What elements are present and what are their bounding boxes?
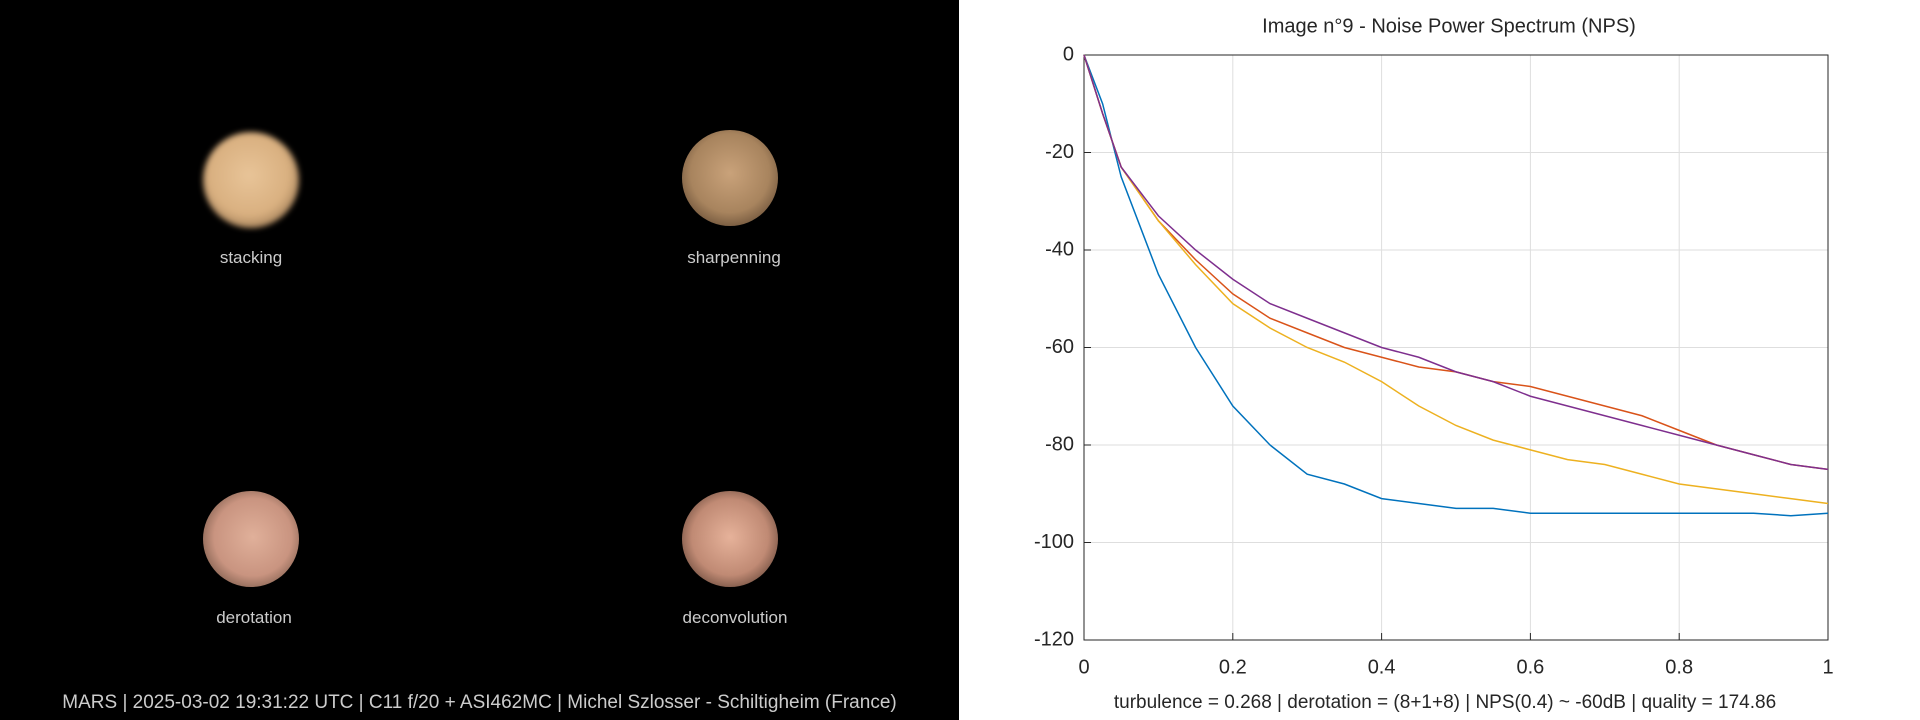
- y-tick-label: -80: [1045, 433, 1074, 455]
- panel-label: stacking: [219, 248, 283, 267]
- y-tick-label: -20: [1045, 141, 1074, 163]
- y-tick-label: -60: [1045, 336, 1074, 358]
- caption: MARS | 2025-03-02 19:31:22 UTC | C11 f/2…: [62, 692, 897, 713]
- x-tick-label: 1: [1822, 656, 1833, 678]
- x-tick-label: 0.8: [1665, 656, 1693, 678]
- planet-image: [682, 130, 778, 226]
- planet-image: [203, 491, 299, 587]
- x-tick-label: 0.2: [1219, 656, 1247, 678]
- planet-image: [682, 491, 778, 587]
- data-line: [1083, 54, 1829, 505]
- planet-image: [203, 132, 299, 228]
- y-tick-label: -120: [1034, 628, 1074, 650]
- x-tick-label: 0.4: [1368, 656, 1396, 678]
- footnote: turbulence = 0.268 | derotation = (8+1+8…: [1114, 692, 1776, 713]
- y-tick-label: -100: [1034, 531, 1074, 553]
- x-tick-label: 0.6: [1516, 656, 1544, 678]
- chart-title: Image n°9 - Noise Power Spectrum (NPS): [1262, 15, 1636, 37]
- panel-label: deconvolution: [682, 608, 788, 627]
- panel-label: derotation: [216, 608, 292, 627]
- y-tick-label: 0: [1063, 43, 1074, 65]
- plot-frame: [1083, 54, 1829, 641]
- data-line: [1083, 54, 1829, 471]
- data-line: [1083, 54, 1829, 517]
- x-tick-label: 0: [1078, 656, 1089, 678]
- image-panel: stacking sharpenning derotation deconvol…: [0, 0, 959, 720]
- chart: Image n°9 - Noise Power Spectrum (NPS) t…: [1034, 15, 1834, 713]
- data-line: [1083, 54, 1829, 471]
- panel-label: sharpenning: [687, 248, 781, 267]
- y-tick-label: -40: [1045, 238, 1074, 260]
